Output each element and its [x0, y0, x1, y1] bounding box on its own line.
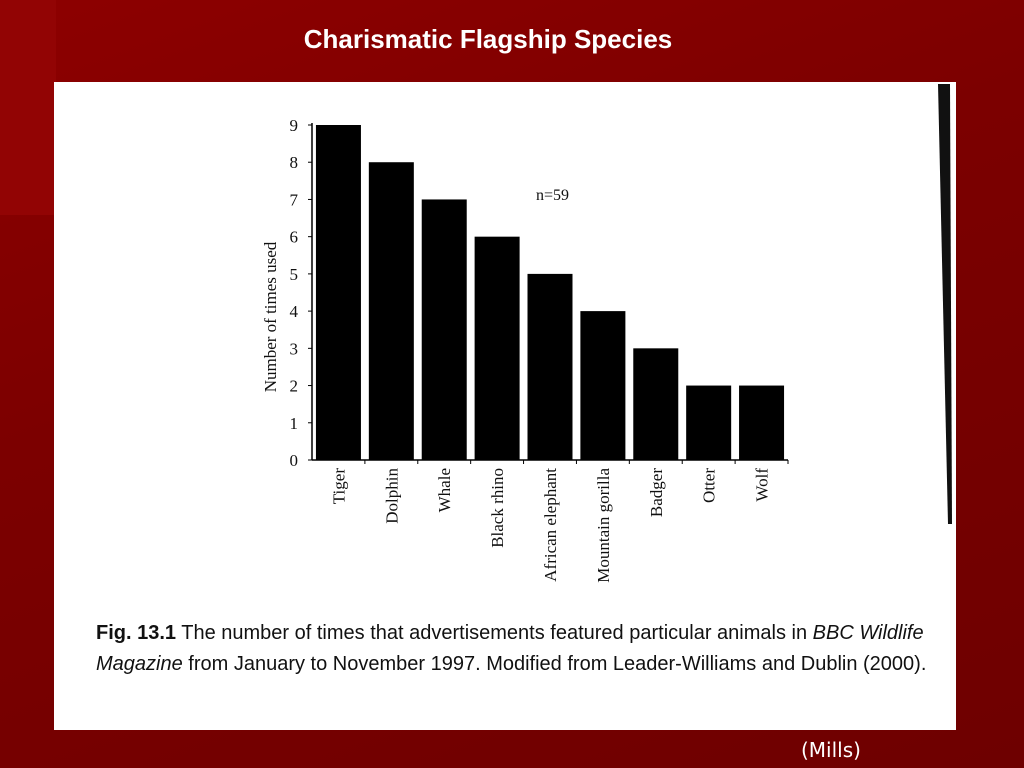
x-tick-label: Wolf [753, 468, 772, 502]
y-tick-labels: 0 1 2 3 4 5 6 7 8 9 [290, 116, 312, 470]
y-tick-label: 5 [290, 265, 299, 284]
slide-title: Charismatic Flagship Species [303, 24, 673, 54]
bar [686, 385, 732, 460]
x-tick-label: Mountain gorilla [594, 468, 613, 583]
caption-text-part-2: from January to November 1997. Modified … [188, 653, 927, 675]
y-tick-label: 9 [290, 116, 299, 135]
bar [527, 273, 573, 460]
y-tick-label: 8 [290, 153, 299, 172]
bar [368, 162, 414, 460]
y-tick-label: 2 [290, 377, 299, 396]
x-tick-label: Black rhino [488, 468, 507, 548]
x-tick-label: Badger [647, 468, 666, 517]
y-tick-label: 4 [290, 302, 299, 321]
y-tick-label: 3 [290, 339, 299, 358]
caption-magazine-title: BBC Wildlife Magazine [96, 622, 924, 675]
figure-label: Fig. 13.1 [96, 622, 177, 644]
y-axis-label: Number of times used [261, 241, 280, 392]
slide-background-corner [0, 0, 56, 215]
y-tick-label: 7 [290, 190, 299, 209]
bar [739, 385, 785, 460]
sample-size-annotation: n=59 [536, 187, 569, 204]
bar [580, 311, 626, 460]
x-tick-label: African elephant [541, 468, 560, 582]
bar [633, 348, 679, 460]
x-tick-label: Tiger [329, 468, 348, 505]
bar [474, 236, 520, 460]
x-tick-label: Otter [700, 468, 719, 503]
x-tick-labels: Tiger Dolphin Whale Black rhino African elep… [329, 460, 789, 583]
figure-card: 0 1 2 3 4 5 6 7 8 9 Tiger Dolphin Whale Black rhino A… [54, 82, 956, 730]
y-tick-label: 0 [290, 451, 299, 470]
y-tick-label: 1 [290, 414, 299, 433]
bar [421, 199, 467, 460]
scan-edge-shadow [938, 84, 952, 524]
x-tick-label: Dolphin [382, 468, 401, 524]
bar-chart: 0 1 2 3 4 5 6 7 8 9 Tiger Dolphin Whale Black rhino A… [261, 116, 789, 583]
bar [315, 125, 361, 460]
y-tick-label: 6 [290, 228, 299, 247]
slide-attribution: (Mills) [801, 738, 861, 762]
x-tick-label: Whale [435, 468, 454, 512]
chart-bars [315, 125, 785, 460]
caption-text-part-1: The number of times that advertisements … [181, 622, 808, 644]
figure-caption: Fig. 13.1 The number of times that adver… [96, 618, 948, 680]
